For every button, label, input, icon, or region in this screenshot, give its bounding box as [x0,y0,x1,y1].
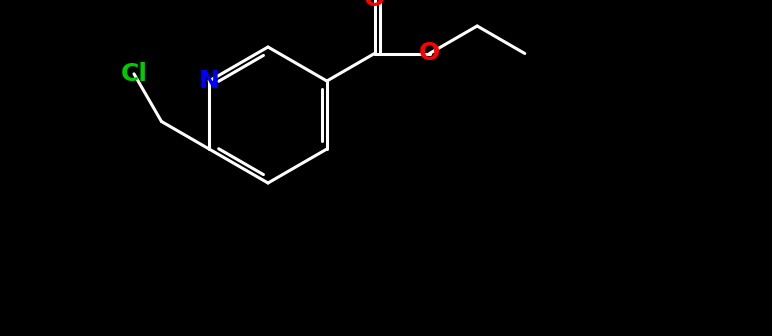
Text: O: O [364,0,385,10]
Text: N: N [198,69,219,93]
Text: O: O [419,42,440,66]
Text: Cl: Cl [120,62,147,86]
